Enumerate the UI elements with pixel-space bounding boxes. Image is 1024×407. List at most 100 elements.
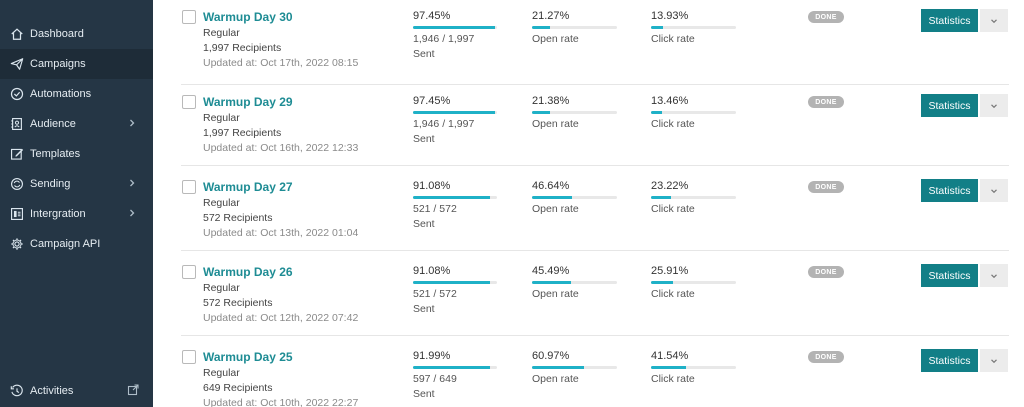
edit-icon bbox=[10, 147, 24, 161]
sidebar-item-audience[interactable]: Audience bbox=[0, 109, 153, 139]
campaign-title[interactable]: Warmup Day 30 bbox=[203, 10, 293, 24]
open-rate-percent: 45.49% bbox=[532, 265, 570, 277]
sidebar-item-campaign-api[interactable]: Campaign API bbox=[0, 229, 153, 259]
open-rate-percent: 21.38% bbox=[532, 95, 570, 107]
sidebar-item-label: Campaign API bbox=[30, 238, 101, 250]
campaign-recipients: 1,997 Recipients bbox=[203, 42, 282, 54]
sidebar-item-campaigns[interactable]: Campaigns bbox=[0, 49, 153, 79]
sent-progress-bar bbox=[413, 366, 497, 369]
campaign-updated: Updated at: Oct 17th, 2022 08:15 bbox=[203, 57, 359, 69]
sent-progress-fill bbox=[413, 26, 495, 29]
sidebar-item-label: Sending bbox=[30, 178, 71, 190]
table-row: Warmup Day 30 Regular 1,997 Recipients U… bbox=[181, 0, 1009, 85]
sidebar-item-intergration[interactable]: Intergration bbox=[0, 199, 153, 229]
sidebar-item-label: Campaigns bbox=[30, 58, 86, 70]
open-rate-label: Open rate bbox=[532, 288, 579, 300]
more-options-button[interactable] bbox=[980, 179, 1008, 202]
sent-percent: 91.08% bbox=[413, 180, 451, 192]
sent-progress-fill bbox=[413, 111, 495, 114]
chevron-down-icon bbox=[991, 103, 997, 108]
campaign-type: Regular bbox=[203, 27, 240, 39]
campaign-type: Regular bbox=[203, 367, 240, 379]
click-rate-fill bbox=[651, 111, 663, 114]
campaign-updated: Updated at: Oct 16th, 2022 12:33 bbox=[203, 142, 359, 154]
click-rate-percent: 13.93% bbox=[651, 10, 689, 22]
sent-label: Sent bbox=[413, 133, 435, 145]
open-rate-bar bbox=[532, 366, 617, 369]
sent-count: 1,946 / 1,997 bbox=[413, 33, 475, 45]
open-rate-bar bbox=[532, 196, 617, 199]
open-rate-percent: 46.64% bbox=[532, 180, 570, 192]
campaign-title[interactable]: Warmup Day 27 bbox=[203, 180, 293, 194]
click-rate-label: Click rate bbox=[651, 373, 695, 385]
sidebar-item-automations[interactable]: Automations bbox=[0, 79, 153, 109]
campaign-updated: Updated at: Oct 12th, 2022 07:42 bbox=[203, 312, 359, 324]
statistics-button[interactable]: Statistics bbox=[921, 94, 978, 117]
sidebar-item-activities[interactable]: Activities bbox=[0, 376, 153, 406]
chevron-right-icon bbox=[130, 179, 135, 187]
statistics-button[interactable]: Statistics bbox=[921, 349, 978, 372]
sent-label: Sent bbox=[413, 48, 435, 60]
sent-progress-bar bbox=[413, 196, 497, 199]
click-rate-fill bbox=[651, 26, 663, 29]
open-rate-fill bbox=[532, 111, 551, 114]
status-badge: DONE bbox=[808, 96, 844, 108]
integration-icon bbox=[10, 207, 24, 221]
more-options-button[interactable] bbox=[980, 94, 1008, 117]
external-link-icon[interactable] bbox=[127, 384, 139, 396]
click-rate-fill bbox=[651, 366, 687, 369]
sent-progress-fill bbox=[413, 281, 490, 284]
sent-progress-bar bbox=[413, 281, 497, 284]
campaign-recipients: 649 Recipients bbox=[203, 382, 273, 394]
open-rate-label: Open rate bbox=[532, 373, 579, 385]
sidebar-item-dashboard[interactable]: Dashboard bbox=[0, 19, 153, 49]
row-checkbox[interactable] bbox=[182, 265, 196, 279]
paper-plane-icon bbox=[10, 57, 24, 71]
click-rate-bar bbox=[651, 196, 736, 199]
history-icon bbox=[10, 384, 24, 398]
campaign-title[interactable]: Warmup Day 29 bbox=[203, 95, 293, 109]
sent-progress-bar bbox=[413, 26, 497, 29]
sync-icon bbox=[10, 177, 24, 191]
more-options-button[interactable] bbox=[980, 264, 1008, 287]
row-checkbox[interactable] bbox=[182, 350, 196, 364]
sent-percent: 91.08% bbox=[413, 265, 451, 277]
status-badge: DONE bbox=[808, 266, 844, 278]
table-row: Warmup Day 27 Regular 572 Recipients Upd… bbox=[181, 166, 1009, 251]
sent-percent: 91.99% bbox=[413, 350, 451, 362]
open-rate-percent: 21.27% bbox=[532, 10, 570, 22]
row-checkbox[interactable] bbox=[182, 10, 196, 24]
campaign-updated: Updated at: Oct 10th, 2022 22:27 bbox=[203, 397, 359, 407]
sent-progress-fill bbox=[413, 366, 491, 369]
sidebar-item-templates[interactable]: Templates bbox=[0, 139, 153, 169]
cog-api-icon bbox=[10, 237, 24, 251]
sent-progress-bar bbox=[413, 111, 497, 114]
sidebar-item-label: Activities bbox=[30, 385, 74, 397]
campaign-list: Warmup Day 30 Regular 1,997 Recipients U… bbox=[153, 0, 1024, 407]
status-badge: DONE bbox=[808, 11, 844, 23]
statistics-button[interactable]: Statistics bbox=[921, 264, 978, 287]
campaign-title[interactable]: Warmup Day 25 bbox=[203, 350, 293, 364]
chevron-down-icon bbox=[991, 273, 997, 278]
chevron-down-icon bbox=[991, 188, 997, 193]
campaign-type: Regular bbox=[203, 282, 240, 294]
statistics-button[interactable]: Statistics bbox=[921, 9, 978, 32]
click-rate-label: Click rate bbox=[651, 288, 695, 300]
open-rate-bar bbox=[532, 111, 617, 114]
campaign-recipients: 572 Recipients bbox=[203, 297, 273, 309]
sidebar-item-sending[interactable]: Sending bbox=[0, 169, 153, 199]
more-options-button[interactable] bbox=[980, 349, 1008, 372]
shield-check-icon bbox=[10, 87, 24, 101]
campaign-title[interactable]: Warmup Day 26 bbox=[203, 265, 293, 279]
chevron-down-icon bbox=[991, 358, 997, 363]
row-checkbox[interactable] bbox=[182, 180, 196, 194]
more-options-button[interactable] bbox=[980, 9, 1008, 32]
open-rate-fill bbox=[532, 26, 551, 29]
table-row: Warmup Day 26 Regular 572 Recipients Upd… bbox=[181, 251, 1009, 336]
sidebar-item-label: Templates bbox=[30, 148, 81, 160]
campaign-recipients: 1,997 Recipients bbox=[203, 127, 282, 139]
statistics-button[interactable]: Statistics bbox=[921, 179, 978, 202]
open-rate-fill bbox=[532, 196, 572, 199]
row-checkbox[interactable] bbox=[182, 95, 196, 109]
campaign-recipients: 572 Recipients bbox=[203, 212, 273, 224]
